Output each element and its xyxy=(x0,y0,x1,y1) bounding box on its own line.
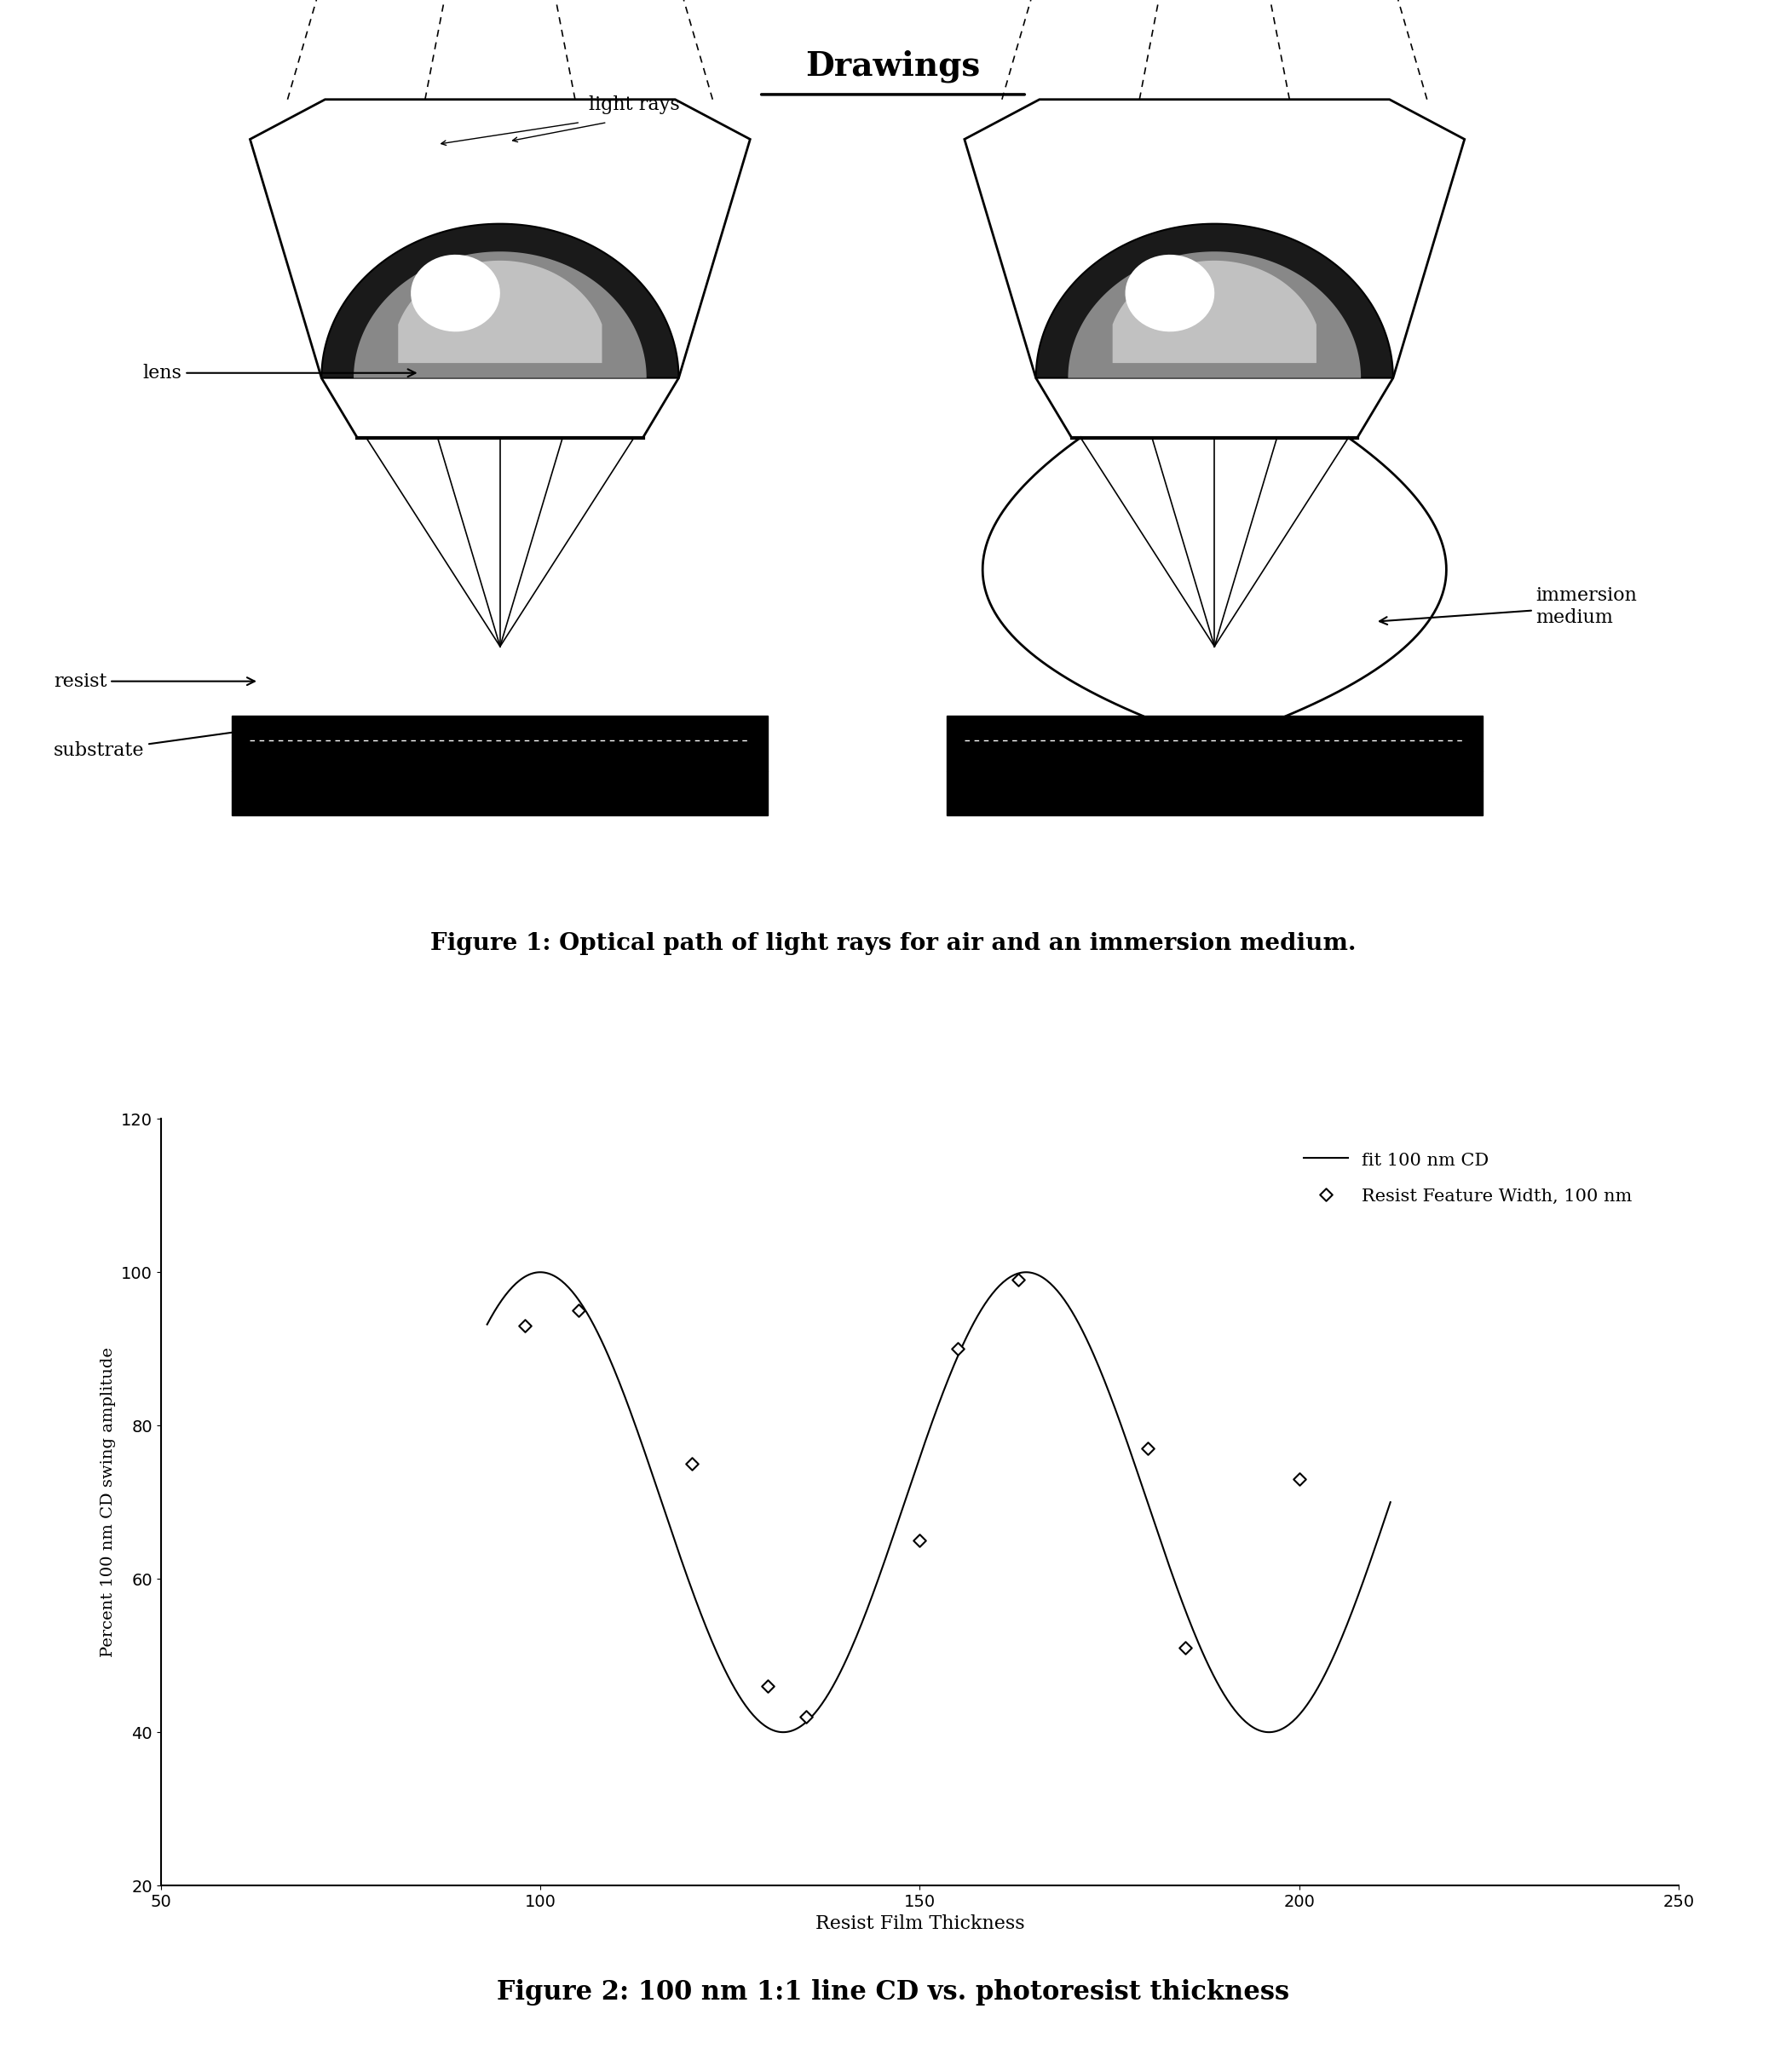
fit 100 nm CD xyxy=(477,1312,498,1336)
Text: lens: lens xyxy=(143,363,416,383)
Text: light rays: light rays xyxy=(589,95,679,114)
Resist Feature Width, 100 nm xyxy=(564,1293,593,1328)
Polygon shape xyxy=(398,261,602,363)
Resist Feature Width, 100 nm xyxy=(511,1310,539,1343)
Resist Feature Width, 100 nm xyxy=(1172,1631,1200,1664)
fit 100 nm CD xyxy=(964,1307,986,1332)
fit 100 nm CD xyxy=(911,1440,932,1465)
Text: resist: resist xyxy=(54,671,255,690)
Resist Feature Width, 100 nm xyxy=(1132,1432,1161,1465)
Text: immersion
medium: immersion medium xyxy=(1379,586,1638,628)
Polygon shape xyxy=(1113,261,1316,363)
Line: fit 100 nm CD: fit 100 nm CD xyxy=(488,1272,1390,1732)
Polygon shape xyxy=(1125,255,1214,332)
fit 100 nm CD xyxy=(1379,1490,1400,1515)
Resist Feature Width, 100 nm xyxy=(791,1701,820,1734)
Bar xyxy=(947,771,1482,816)
fit 100 nm CD xyxy=(1014,1260,1036,1285)
fit 100 nm CD xyxy=(1016,1260,1038,1285)
Polygon shape xyxy=(354,251,647,377)
Text: Figure 1: Optical path of light rays for air and an immersion medium.: Figure 1: Optical path of light rays for… xyxy=(430,932,1356,955)
Resist Feature Width, 100 nm xyxy=(754,1670,782,1703)
Resist Feature Width, 100 nm xyxy=(943,1332,972,1365)
fit 100 nm CD xyxy=(1259,1720,1281,1745)
Polygon shape xyxy=(321,224,679,377)
Polygon shape xyxy=(1068,251,1361,377)
Bar xyxy=(232,717,768,771)
fit 100 nm CD xyxy=(906,1457,927,1481)
Text: Drawings: Drawings xyxy=(805,50,981,83)
fit 100 nm CD xyxy=(1361,1544,1382,1569)
Bar xyxy=(232,771,768,816)
Resist Feature Width, 100 nm xyxy=(679,1448,707,1481)
Text: Figure 2: 100 nm 1:1 line CD vs. photoresist thickness: Figure 2: 100 nm 1:1 line CD vs. photore… xyxy=(497,1979,1289,2006)
fit 100 nm CD xyxy=(1218,1691,1239,1716)
Polygon shape xyxy=(1036,224,1393,377)
Y-axis label: Percent 100 nm CD swing amplitude: Percent 100 nm CD swing amplitude xyxy=(100,1347,116,1658)
Bar xyxy=(947,717,1482,771)
Polygon shape xyxy=(411,255,500,332)
Text: substrate: substrate xyxy=(54,725,261,760)
X-axis label: Resist Film Thickness: Resist Film Thickness xyxy=(814,1915,1025,1933)
Resist Feature Width, 100 nm xyxy=(1284,1463,1313,1496)
Resist Feature Width, 100 nm xyxy=(1004,1264,1032,1297)
Resist Feature Width, 100 nm xyxy=(906,1525,934,1558)
Legend: fit 100 nm CD, Resist Feature Width, 100 nm: fit 100 nm CD, Resist Feature Width, 100… xyxy=(1297,1144,1640,1212)
